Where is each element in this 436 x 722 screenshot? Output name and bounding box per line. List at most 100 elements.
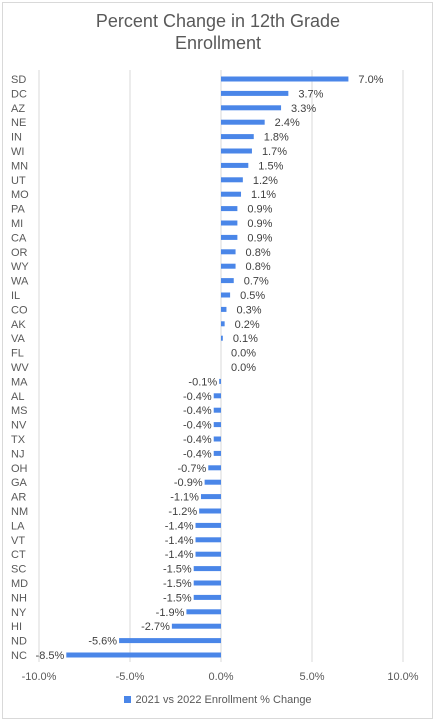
data-label: 0.9% xyxy=(247,232,272,244)
data-label: -1.9% xyxy=(156,607,185,619)
bar xyxy=(221,292,231,298)
bar xyxy=(221,119,265,125)
bar xyxy=(221,134,254,140)
data-label: 1.8% xyxy=(264,132,289,144)
bar xyxy=(193,566,221,572)
data-label: -1.4% xyxy=(165,520,194,532)
data-label: -1.4% xyxy=(165,549,194,561)
category-label: SC xyxy=(11,564,26,576)
data-label: -1.5% xyxy=(163,592,192,604)
category-label: WY xyxy=(11,261,29,273)
category-label: LA xyxy=(11,520,25,532)
bar xyxy=(119,638,221,644)
data-label: -1.2% xyxy=(168,506,197,518)
bar xyxy=(200,494,221,500)
data-label: 0.9% xyxy=(247,218,272,230)
data-label: -5.6% xyxy=(88,636,117,648)
category-label: PA xyxy=(11,204,26,216)
data-label: 3.3% xyxy=(291,103,316,115)
category-label: MI xyxy=(11,218,23,230)
data-label: 0.5% xyxy=(240,290,265,302)
category-label: AR xyxy=(11,492,26,504)
data-label: 3.7% xyxy=(298,88,323,100)
data-label: 0.3% xyxy=(236,304,261,316)
bar xyxy=(221,321,225,327)
data-label: 2.4% xyxy=(275,117,300,129)
category-label: MO xyxy=(11,189,29,201)
category-label: OR xyxy=(11,247,28,259)
category-label: DC xyxy=(11,88,27,100)
category-label: MD xyxy=(11,578,28,590)
data-label: 0.2% xyxy=(235,319,260,331)
bar xyxy=(66,652,221,658)
bar xyxy=(199,508,221,514)
bar xyxy=(221,191,242,197)
x-tick-label: 10.0% xyxy=(387,671,418,683)
bar xyxy=(221,234,238,240)
chart-title-line-1: Percent Change in 12th Grade xyxy=(95,11,341,31)
bar xyxy=(221,76,349,82)
chart-title: Percent Change in 12th Grade Enrollment xyxy=(0,10,436,54)
legend-label: 2021 vs 2022 Enrollment % Change xyxy=(135,694,312,706)
bar xyxy=(221,177,243,183)
x-tick-label: -5.0% xyxy=(116,671,145,683)
bar xyxy=(221,263,236,269)
category-label: NH xyxy=(11,592,27,604)
data-label: -0.4% xyxy=(183,448,212,460)
bar xyxy=(221,335,223,341)
category-label: SD xyxy=(11,74,26,86)
category-label: OH xyxy=(11,463,28,475)
bar xyxy=(195,522,221,528)
category-label: VA xyxy=(11,333,26,345)
data-label: 1.2% xyxy=(253,175,278,187)
category-label: IN xyxy=(11,132,22,144)
bar xyxy=(221,162,249,168)
data-label: -1.5% xyxy=(163,564,192,576)
data-label: -0.1% xyxy=(188,376,217,388)
legend-swatch xyxy=(124,696,132,703)
bar xyxy=(221,220,238,226)
category-label: NE xyxy=(11,117,26,129)
category-label: WV xyxy=(11,362,29,374)
category-label: AZ xyxy=(11,103,25,115)
data-label: 1.7% xyxy=(262,146,287,158)
chart-title-line-2: Enrollment xyxy=(174,33,262,53)
category-label: IL xyxy=(11,290,20,302)
category-label: NY xyxy=(11,607,27,619)
bar xyxy=(193,580,221,586)
category-label: MA xyxy=(11,376,28,388)
category-label: HI xyxy=(11,621,22,633)
x-tick-label: 0.0% xyxy=(208,671,233,683)
category-label: MN xyxy=(11,160,28,172)
bar xyxy=(221,306,227,312)
bar xyxy=(221,249,236,255)
data-label: -1.1% xyxy=(170,492,199,504)
bar xyxy=(213,422,221,428)
bar xyxy=(221,90,289,96)
data-label: 0.0% xyxy=(231,362,256,374)
data-label: -1.5% xyxy=(163,578,192,590)
bar xyxy=(221,148,252,154)
bar xyxy=(213,393,221,399)
data-label: -8.5% xyxy=(36,650,65,662)
category-label: GA xyxy=(11,477,28,489)
data-label: 0.0% xyxy=(231,348,256,360)
bar xyxy=(171,623,221,629)
category-label: VT xyxy=(11,535,25,547)
data-label: 0.8% xyxy=(246,247,271,259)
x-tick-label: -10.0% xyxy=(22,671,57,683)
bar xyxy=(213,436,221,442)
x-tick-label: 5.0% xyxy=(299,671,324,683)
category-label: NM xyxy=(11,506,28,518)
category-label: CT xyxy=(11,549,26,561)
data-label: -0.9% xyxy=(174,477,203,489)
bar xyxy=(186,609,221,615)
bar xyxy=(195,537,221,543)
category-label: AK xyxy=(11,319,26,331)
data-label: 0.1% xyxy=(233,333,258,345)
legend: 2021 vs 2022 Enrollment % Change xyxy=(0,694,436,706)
category-label: FL xyxy=(11,348,24,360)
data-label: -0.4% xyxy=(183,391,212,403)
category-label: CO xyxy=(11,304,28,316)
